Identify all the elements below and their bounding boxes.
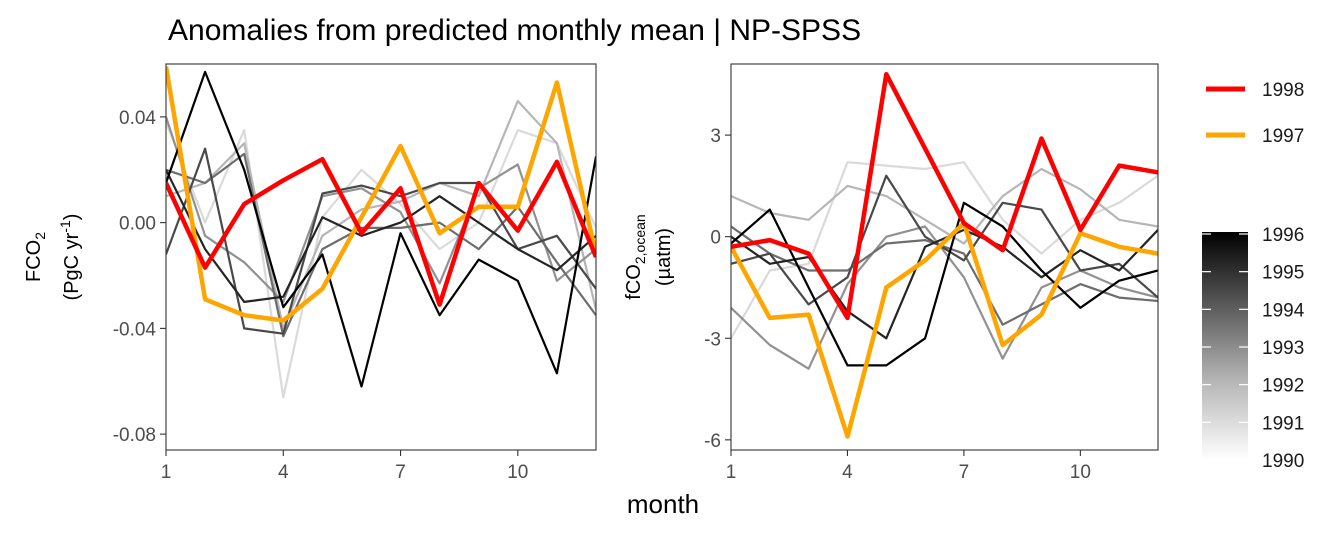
right-y-tick-label: 0	[710, 228, 721, 249]
right-y-axis-title: fCO2,ocean	[623, 214, 648, 299]
right-series-1991	[731, 167, 1158, 245]
left-x-tick-label: 7	[395, 462, 406, 483]
right-axis-ticks: 1 4 7 10 3 0 -3 -6	[704, 126, 1091, 483]
right-series-1993	[731, 225, 1158, 326]
right-y-tick-label: -6	[704, 431, 721, 452]
left-y-tick-label: 0.04	[119, 108, 156, 129]
left-y-axis-unit: (PgC yr-1)	[57, 214, 83, 301]
left-highlight-series	[166, 66, 596, 323]
gradient-tick-label: 1994	[1262, 300, 1305, 321]
gradient-tick-label: 1991	[1262, 413, 1304, 434]
gradient-tick-label: 1996	[1262, 225, 1304, 246]
left-series-1996	[166, 70, 596, 388]
right-series-1997	[731, 220, 1158, 439]
left-series-1995	[166, 169, 596, 303]
panel-right-background	[731, 64, 1158, 450]
gradient-tick-label: 1995	[1262, 263, 1304, 284]
gradient-tick-label: 1990	[1262, 451, 1304, 472]
left-series-1994	[166, 147, 596, 335]
left-y-tick-label: 0.00	[119, 214, 156, 235]
panel-right: 1 4 7 10 3 0 -3 -6 fCO2,ocean (µatm)	[623, 63, 1159, 483]
right-series-1994	[731, 174, 1158, 306]
right-series-1998	[731, 71, 1158, 321]
chart-title: Anomalies from predicted monthly mean | …	[168, 14, 861, 47]
legend-label-1998: 1998	[1262, 80, 1304, 101]
right-series-1996	[731, 201, 1158, 367]
left-series-1998	[166, 156, 596, 307]
left-x-tick-label: 4	[278, 462, 289, 483]
x-axis-title: month	[627, 489, 699, 519]
left-x-tick-label: 1	[161, 462, 172, 483]
gradient-tick-label: 1993	[1262, 338, 1304, 359]
right-highlight-series	[731, 71, 1158, 439]
right-x-tick-label: 10	[1070, 462, 1091, 483]
left-y-tick-label: -0.04	[113, 319, 157, 340]
panel-left-border	[165, 63, 597, 451]
right-series-1995	[731, 228, 1158, 340]
legend-gradient-ticks: 1996 1995 1994 1993 1992 1991 1990	[1202, 225, 1305, 472]
right-y-tick-label: 3	[710, 126, 721, 147]
legend-gradient-bar	[1202, 232, 1248, 460]
left-x-tick-label: 10	[507, 462, 528, 483]
left-series-1990	[166, 121, 596, 399]
left-series-1991	[166, 99, 596, 330]
right-x-tick-label: 4	[842, 462, 853, 483]
right-series-1992	[731, 225, 1158, 370]
left-y-tick-label: -0.08	[113, 425, 156, 446]
left-y-axis-title: FCO2	[23, 232, 48, 282]
panel-left: 1 4 7 10 0.04 0.00 -0.04 -0.08 FCO2 (PgC yr-1)	[23, 63, 597, 483]
left-series-1997	[166, 66, 596, 323]
gradient-tick-label: 1992	[1262, 376, 1304, 397]
right-y-tick-label: -3	[704, 329, 721, 350]
left-axis-ticks: 1 4 7 10 0.04 0.00 -0.04 -0.08	[113, 108, 529, 483]
right-x-tick-label: 1	[726, 462, 737, 483]
legend-label-1997: 1997	[1262, 126, 1304, 147]
right-x-tick-label: 7	[959, 462, 970, 483]
right-y-axis-unit: (µatm)	[653, 228, 675, 286]
legend: 1998 1997 1996 1995 1994 1993 1992 1991 1990	[1202, 80, 1305, 472]
panel-right-border	[730, 63, 1159, 451]
